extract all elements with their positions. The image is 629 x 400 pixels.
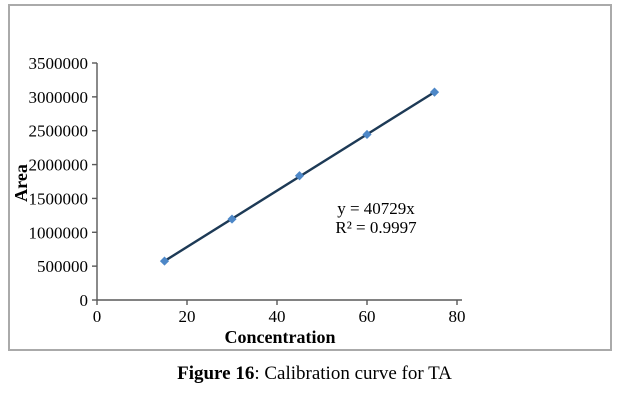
r-squared-value: R² = 0.9997 — [335, 218, 417, 237]
data-point-marker — [159, 256, 170, 266]
y-tick-label: 3500000 — [29, 54, 89, 73]
y-tick-label: 500000 — [37, 257, 88, 276]
y-tick-label: 1000000 — [29, 223, 89, 242]
data-point-marker — [362, 129, 372, 140]
calibration-plot: 0 500000 1000000 1500000 2000000 2500000 30000… — [11, 54, 466, 347]
x-tick-label: 20 — [179, 307, 196, 326]
y-tick-label: 1500000 — [29, 189, 89, 208]
y-axis-title: Area — [11, 164, 31, 202]
y-tick-label: 3000000 — [29, 88, 89, 107]
data-point-marker — [294, 171, 305, 181]
x-tick-label: 60 — [359, 307, 376, 326]
data-point-marker — [429, 87, 440, 97]
x-tick-label: 40 — [269, 307, 286, 326]
data-point-marker — [227, 214, 237, 224]
y-tick-label: 2500000 — [29, 122, 89, 141]
figure-caption-label: Figure 16 — [177, 363, 255, 384]
x-tick-label: 0 — [93, 307, 102, 326]
figure-caption: Figure 16: Calibration curve for TA — [0, 363, 629, 385]
chart-frame — [8, 4, 612, 351]
x-axis-title: Concentration — [225, 327, 336, 347]
trendline-equation: y = 40729x — [337, 199, 415, 218]
x-tick-label: 80 — [449, 307, 466, 326]
y-tick-label: 2000000 — [29, 156, 89, 175]
y-tick-label: 0 — [80, 291, 89, 310]
trendline-annotation: y = 40729x R² = 0.9997 — [328, 199, 424, 237]
figure-caption-text: : Calibration curve for TA — [254, 363, 452, 384]
